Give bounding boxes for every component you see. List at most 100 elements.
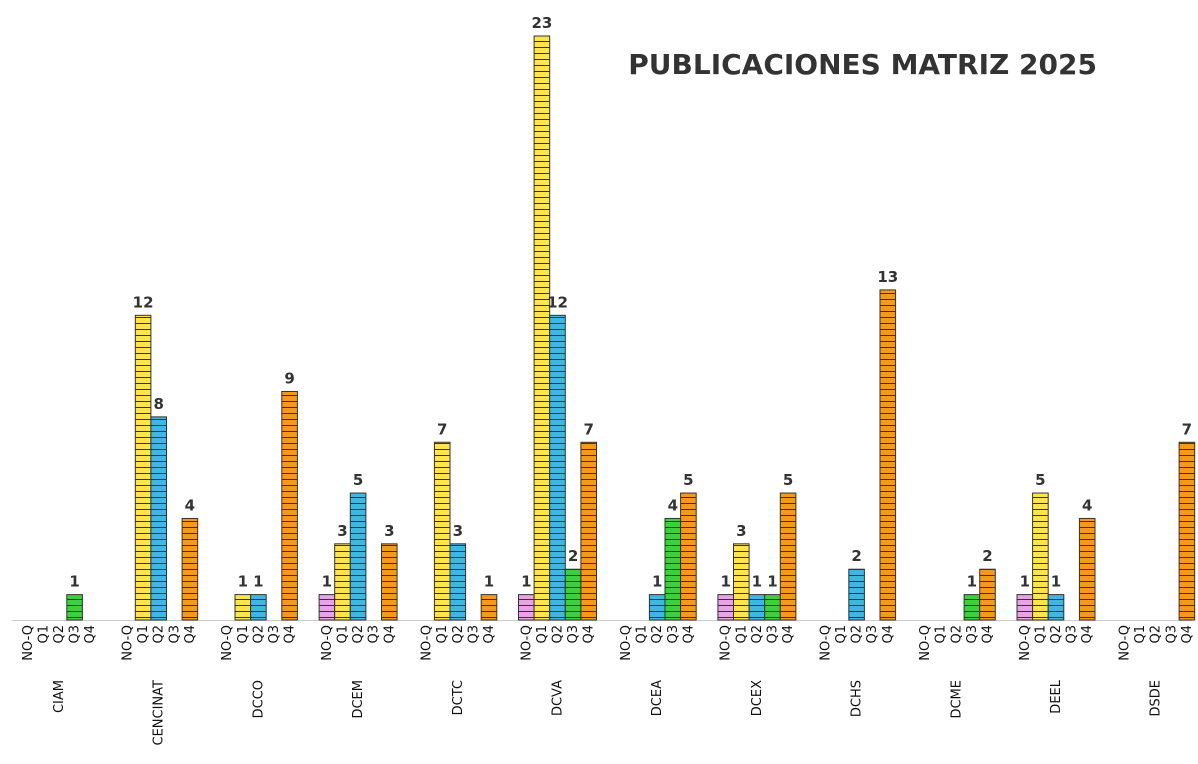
group-label-dctc: DCTC: [451, 680, 466, 715]
tick-label-dcem-q2: Q2: [351, 625, 366, 644]
bar-dcex-q1-outline: [733, 543, 750, 621]
data-label-dcco-q4: 9: [284, 369, 294, 387]
data-label-dcva-no-q: 1: [521, 573, 531, 591]
data-label-dcex-q1: 3: [736, 522, 746, 540]
data-label-cencinat-q1: 12: [133, 293, 154, 311]
tick-label-dcex-q1: Q1: [734, 625, 749, 644]
bar-dchs-q2-outline: [848, 568, 865, 621]
bar-ciam-q3-outline: [66, 594, 83, 621]
bar-dcem-q2-outline: [349, 492, 367, 621]
data-label-dcea-q4: 5: [683, 471, 693, 489]
data-label-dchs-q2: 2: [851, 547, 861, 565]
bar-dcva-q4-outline: [580, 441, 598, 621]
tick-label-dcem-q1: Q1: [336, 625, 351, 644]
group-label-dsde: DSDE: [1149, 680, 1164, 717]
tick-label-dcco-q1: Q1: [236, 625, 251, 644]
bar-dctc-q1-outline: [433, 441, 451, 621]
tick-label-dctc-no-q: NO-Q: [420, 625, 435, 661]
chart-title: PUBLICACIONES MATRIZ 2025: [628, 48, 1097, 81]
bar-dcco-q2-outline: [250, 594, 267, 621]
tick-label-ciam-q1: Q1: [36, 625, 51, 644]
group-label-cencinat: CENCINAT: [152, 680, 167, 746]
bar-dchs-q4-outline: [879, 289, 897, 621]
data-label-dcva-q4: 7: [583, 420, 593, 438]
bar-dcva-q2-outline: [549, 314, 566, 621]
tick-label-dcco-q4: Q4: [283, 625, 298, 644]
data-label-cencinat-q2: 8: [153, 395, 163, 413]
bar-dcme-q3-outline: [963, 594, 981, 621]
bar-dcea-q3-outline: [664, 517, 682, 621]
bar-dctc-q4-outline: [480, 594, 498, 621]
tick-label-dcem-q4: Q4: [382, 625, 397, 644]
tick-label-ciam-no-q: NO-Q: [21, 625, 36, 661]
data-label-dcem-q1: 3: [337, 522, 347, 540]
tick-label-dctc-q4: Q4: [482, 625, 497, 644]
tick-label-ciam-q3: Q3: [68, 625, 83, 644]
data-label-dcem-no-q: 1: [322, 573, 332, 591]
data-label-deel-q2: 1: [1051, 573, 1061, 591]
bar-dcem-no-q-outline: [318, 594, 336, 621]
tick-label-dcco-no-q: NO-Q: [220, 625, 235, 661]
data-label-dcco-q2: 1: [253, 573, 263, 591]
tick-label-dcva-q1: Q1: [535, 625, 550, 644]
group-label-dcme: DCME: [949, 680, 964, 719]
tick-label-dsde-q3: Q3: [1164, 625, 1179, 644]
bar-dcex-q3-outline: [764, 594, 781, 621]
tick-label-dcva-q4: Q4: [582, 625, 597, 644]
tick-label-cencinat-q3: Q3: [167, 625, 182, 644]
tick-label-dsde-q1: Q1: [1133, 625, 1148, 644]
group-label-dcva: DCVA: [551, 680, 566, 716]
tick-label-dcea-q4: Q4: [681, 625, 696, 644]
bar-deel-q4-outline: [1078, 517, 1096, 621]
data-label-dcex-no-q: 1: [720, 573, 730, 591]
tick-label-dcme-no-q: NO-Q: [918, 625, 933, 661]
tick-label-dsde-q2: Q2: [1149, 625, 1164, 644]
tick-label-deel-q1: Q1: [1033, 625, 1048, 644]
tick-label-dchs-no-q: NO-Q: [818, 625, 833, 661]
tick-label-dcme-q3: Q3: [965, 625, 980, 644]
tick-label-dchs-q2: Q2: [850, 625, 865, 644]
tick-label-dctc-q1: Q1: [435, 625, 450, 644]
tick-label-dcea-no-q: NO-Q: [619, 625, 634, 661]
bar-dcme-q4-outline: [979, 568, 996, 621]
group-label-deel: DEEL: [1049, 679, 1064, 713]
bar-dcex-q4-outline: [779, 492, 797, 621]
tick-label-dcex-no-q: NO-Q: [719, 625, 734, 661]
data-label-dcem-q2: 5: [353, 471, 363, 489]
tick-label-ciam-q4: Q4: [83, 625, 98, 644]
tick-label-deel-no-q: NO-Q: [1018, 625, 1033, 661]
bar-dcex-q2-outline: [748, 594, 766, 621]
data-label-dcva-q3: 2: [568, 547, 578, 565]
tick-label-dcea-q2: Q2: [650, 625, 665, 644]
bar-cencinat-q2-outline: [150, 416, 167, 621]
tick-label-cencinat-q1: Q1: [136, 625, 151, 644]
data-label-deel-q1: 5: [1035, 471, 1045, 489]
data-label-dcex-q2: 1: [752, 573, 762, 591]
tick-label-cencinat-q2: Q2: [152, 625, 167, 644]
group-label-ciam: CIAM: [52, 680, 67, 713]
tick-label-dcme-q1: Q1: [934, 625, 949, 644]
tick-label-dchs-q3: Q3: [865, 625, 880, 644]
group-label-dchs: DCHS: [850, 680, 865, 717]
bar-dcem-q1-outline: [334, 543, 351, 621]
bar-dsde-q4-outline: [1178, 441, 1196, 621]
bar-dcco-q1-outline: [234, 594, 252, 621]
data-label-dcco-q1: 1: [238, 573, 248, 591]
group-label-dcea: DCEA: [650, 680, 665, 716]
bar-deel-q1-outline: [1032, 492, 1049, 621]
bar-dcva-no-q-outline: [518, 594, 535, 621]
data-label-dcme-q3: 1: [967, 573, 977, 591]
tick-label-cencinat-no-q: NO-Q: [121, 625, 136, 661]
tick-label-deel-q3: Q3: [1065, 625, 1080, 644]
bar-deel-q2-outline: [1047, 594, 1065, 621]
tick-label-deel-q4: Q4: [1080, 625, 1095, 644]
data-label-cencinat-q4: 4: [185, 496, 195, 514]
tick-label-dcco-q3: Q3: [267, 625, 282, 644]
data-label-dcva-q2: 12: [547, 293, 568, 311]
tick-label-dcex-q4: Q4: [781, 625, 796, 644]
bar-cencinat-q4-outline: [181, 517, 199, 621]
data-label-dsde-q4: 7: [1182, 420, 1192, 438]
data-label-dctc-q1: 7: [437, 420, 447, 438]
tick-label-dsde-q4: Q4: [1180, 625, 1195, 644]
